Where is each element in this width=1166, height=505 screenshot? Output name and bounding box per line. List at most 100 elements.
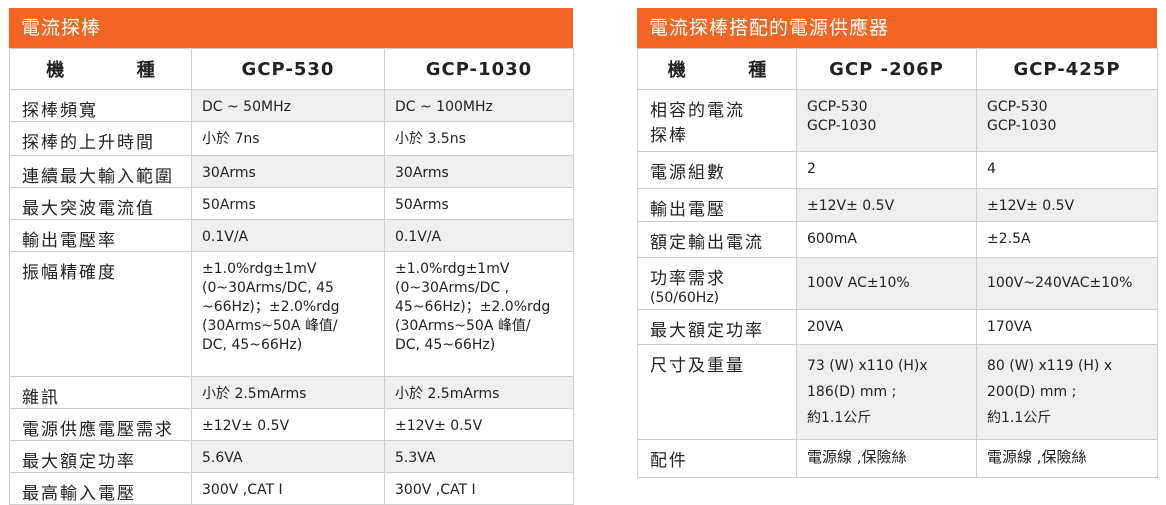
value-line: 73 (W) x110 (H)x bbox=[807, 358, 928, 374]
table-row: 輸出電壓率 0.1V/A 0.1V/A bbox=[9, 219, 574, 252]
value-line: ±1.0%rdg±1mV bbox=[202, 261, 317, 277]
table-row: 輸出電壓 ±12V± 0.5V ±12V± 0.5V bbox=[637, 188, 1158, 222]
model-header-char-a: 機 bbox=[46, 60, 65, 81]
table-row: 最大額定功率 5.6VA 5.3VA bbox=[9, 440, 574, 473]
value-line: GCP-1030 bbox=[987, 118, 1057, 134]
value-line: 186(D) mm ; bbox=[807, 384, 897, 400]
model-gcp425p-header: GCP-425P bbox=[976, 48, 1158, 90]
value-line: DC, 45~66Hz) bbox=[202, 337, 303, 353]
table-row: 連續最大輸入範圍 30Arms 30Arms bbox=[9, 155, 574, 188]
value-line: GCP-530 bbox=[987, 99, 1048, 115]
value-line: 45~66Hz)；±2.0%rdg bbox=[395, 299, 551, 315]
table-row: 探棒頻寬 DC ~ 50MHz DC ~ 100MHz bbox=[9, 89, 574, 122]
table-header-row: 機 種 GCP-530 GCP-1030 bbox=[9, 48, 574, 90]
value-line: ~66Hz)；±2.0%rdg bbox=[202, 299, 340, 315]
row-value: 600mA bbox=[796, 221, 977, 258]
row-value: 2 bbox=[796, 151, 977, 189]
row-label: 最大突波電流值 bbox=[9, 187, 192, 220]
model-header-char-a: 機 bbox=[667, 60, 686, 81]
value-line: ±1.0%rdg±1mV bbox=[395, 261, 510, 277]
row-value: 小於 2.5mArms bbox=[384, 376, 574, 409]
row-value: ±12V± 0.5V bbox=[976, 188, 1158, 222]
row-value: 30Arms bbox=[191, 155, 385, 188]
row-label: 相容的電流 探棒 bbox=[637, 89, 797, 152]
power-supply-spec-panel: 電流探棒搭配的電源供應器 機 種 GCP -206P GCP-425P 相容的電… bbox=[637, 8, 1158, 478]
model-header-char-b: 種 bbox=[748, 60, 767, 81]
value-line: (30Arms~50A 峰值/ bbox=[202, 318, 338, 334]
row-value: 50Arms bbox=[191, 187, 385, 220]
probe-spec-table: 機 種 GCP-530 GCP-1030 探棒頻寬 DC ~ 50MHz DC … bbox=[9, 48, 574, 505]
row-value: 0.1V/A bbox=[191, 219, 385, 252]
value-line: (0~30Arms/DC , bbox=[395, 280, 510, 296]
row-value: 100V~240VAC±10% bbox=[976, 257, 1158, 310]
row-value: 小於 3.5ns bbox=[384, 121, 574, 156]
table-row: 配件 電源線 ,保險絲 電源線 ,保險絲 bbox=[637, 439, 1158, 478]
model-gcp206p-header: GCP -206P bbox=[796, 48, 977, 90]
row-label: 電源供應電壓需求 bbox=[9, 408, 192, 441]
value-line: 約1.1公斤 bbox=[807, 410, 872, 426]
row-value: 30Arms bbox=[384, 155, 574, 188]
model-gcp1030-header: GCP-1030 bbox=[384, 48, 574, 90]
table-row: 尺寸及重量 73 (W) x110 (H)x 186(D) mm ; 約1.1公… bbox=[637, 344, 1158, 440]
row-label: 振幅精確度 bbox=[9, 251, 192, 377]
row-label: 探棒的上升時間 bbox=[9, 121, 192, 156]
value-line: 200(D) mm ; bbox=[987, 384, 1077, 400]
label-line: 探棒 bbox=[650, 126, 688, 146]
row-value: 電源線 ,保險絲 bbox=[976, 439, 1158, 478]
row-label: 雜訊 bbox=[9, 376, 192, 409]
row-label: 電源組數 bbox=[637, 151, 797, 189]
table-row: 最大突波電流值 50Arms 50Arms bbox=[9, 187, 574, 220]
table-row: 電源供應電壓需求 ±12V± 0.5V ±12V± 0.5V bbox=[9, 408, 574, 441]
row-label: 功率需求 (50/60Hz) bbox=[637, 257, 797, 310]
row-label: 連續最大輸入範圍 bbox=[9, 155, 192, 188]
table-header-row: 機 種 GCP -206P GCP-425P bbox=[637, 48, 1158, 90]
model-header: 機 種 bbox=[637, 48, 797, 90]
value-line: GCP-1030 bbox=[807, 118, 877, 134]
row-value: ±1.0%rdg±1mV (0~30Arms/DC, 45 ~66Hz)；±2.… bbox=[191, 251, 385, 377]
row-value: 小於 7ns bbox=[191, 121, 385, 156]
table-row: 雜訊 小於 2.5mArms 小於 2.5mArms bbox=[9, 376, 574, 409]
row-label: 最大額定功率 bbox=[9, 440, 192, 473]
row-value: ±2.5A bbox=[976, 221, 1158, 258]
table-row: 額定輸出電流 600mA ±2.5A bbox=[637, 221, 1158, 258]
value-line: 80 (W) x119 (H) x bbox=[987, 358, 1113, 374]
row-label: 輸出電壓 bbox=[637, 188, 797, 222]
row-value: 4 bbox=[976, 151, 1158, 189]
row-value: 80 (W) x119 (H) x 200(D) mm ; 約1.1公斤 bbox=[976, 344, 1158, 440]
row-label: 額定輸出電流 bbox=[637, 221, 797, 258]
row-value: 170VA bbox=[976, 309, 1158, 345]
label-line: 相容的電流 bbox=[650, 101, 745, 121]
model-gcp530-header: GCP-530 bbox=[191, 48, 385, 90]
row-value: 5.6VA bbox=[191, 440, 385, 473]
probe-spec-panel: 電流探棒 機 種 GCP-530 GCP-1030 探棒頻寬 DC ~ 50MH… bbox=[9, 8, 574, 505]
row-value: DC ~ 100MHz bbox=[384, 89, 574, 122]
row-value: 0.1V/A bbox=[384, 219, 574, 252]
row-value: ±1.0%rdg±1mV (0~30Arms/DC , 45~66Hz)；±2.… bbox=[384, 251, 574, 377]
row-value: 73 (W) x110 (H)x 186(D) mm ; 約1.1公斤 bbox=[796, 344, 977, 440]
table-row: 探棒的上升時間 小於 7ns 小於 3.5ns bbox=[9, 121, 574, 156]
row-value: 20VA bbox=[796, 309, 977, 345]
row-value: 100V AC±10% bbox=[796, 257, 977, 310]
value-line: (0~30Arms/DC, 45 bbox=[202, 280, 334, 296]
row-value: 小於 2.5mArms bbox=[191, 376, 385, 409]
row-value: ±12V± 0.5V bbox=[191, 408, 385, 441]
value-line: DC, 45~66Hz) bbox=[395, 337, 496, 353]
row-label: 最大額定功率 bbox=[637, 309, 797, 345]
row-value: DC ~ 50MHz bbox=[191, 89, 385, 122]
value-line: (30Arms~50A 峰值/ bbox=[395, 318, 531, 334]
value-line: GCP-530 bbox=[807, 99, 868, 115]
row-label: 探棒頻寬 bbox=[9, 89, 192, 122]
model-header: 機 種 bbox=[9, 48, 192, 90]
model-header-char-b: 種 bbox=[136, 60, 155, 81]
row-label: 尺寸及重量 bbox=[637, 344, 797, 440]
power-supply-panel-title: 電流探棒搭配的電源供應器 bbox=[637, 8, 1157, 48]
row-value: ±12V± 0.5V bbox=[384, 408, 574, 441]
table-row: 電源組數 2 4 bbox=[637, 151, 1158, 189]
row-value: 5.3VA bbox=[384, 440, 574, 473]
probe-panel-title: 電流探棒 bbox=[9, 8, 573, 48]
table-row: 相容的電流 探棒 GCP-530 GCP-1030 GCP-530 GCP-10… bbox=[637, 89, 1158, 152]
label-line: 功率需求 bbox=[650, 269, 726, 289]
row-value: GCP-530 GCP-1030 bbox=[976, 89, 1158, 152]
row-label: 配件 bbox=[637, 439, 797, 478]
row-value: 電源線 ,保險絲 bbox=[796, 439, 977, 478]
